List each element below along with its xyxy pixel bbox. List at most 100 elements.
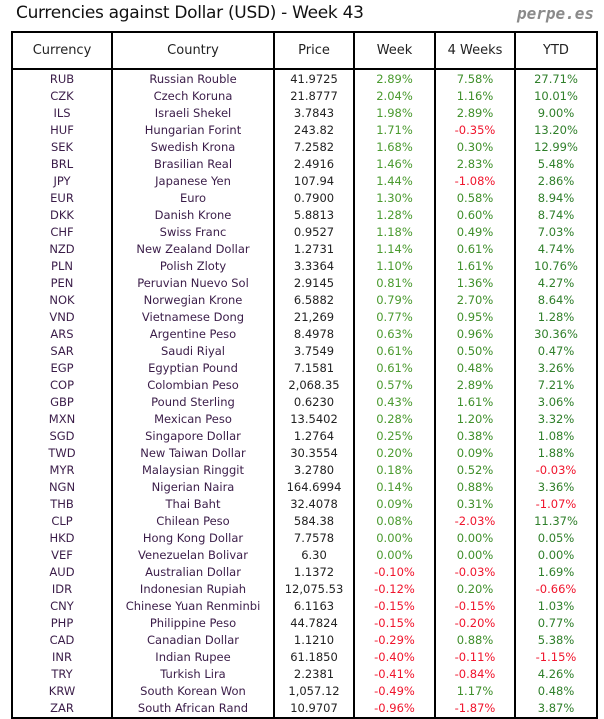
- cell-country: Saudi Riyal: [111, 343, 275, 360]
- cell-currency: VND: [11, 309, 113, 326]
- cell-week: 0.09%: [353, 496, 436, 513]
- cell-four-weeks: 0.52%: [434, 462, 516, 479]
- table-row: ZAR South African Rand 10.9707 -0.96% -1.87%…: [11, 700, 598, 718]
- cell-week: -0.41%: [353, 666, 436, 683]
- table-row: NZD New Zealand Dollar 1.2731 1.14% 0.61% 4.7…: [11, 241, 598, 258]
- cell-four-weeks: 0.88%: [434, 632, 516, 649]
- cell-week: 1.71%: [353, 122, 436, 139]
- cell-ytd: 4.74%: [514, 241, 598, 258]
- cell-four-weeks: 0.38%: [434, 428, 516, 445]
- cell-ytd: 0.00%: [514, 547, 598, 564]
- cell-currency: BRL: [11, 156, 113, 173]
- cell-price: 1.2731: [273, 241, 355, 258]
- table-row: CLP Chilean Peso 584.38 0.08% -2.03% 11.37%: [11, 513, 598, 530]
- cell-price: 0.6230: [273, 394, 355, 411]
- cell-four-weeks: -0.03%: [434, 564, 516, 581]
- cell-price: 8.4978: [273, 326, 355, 343]
- cell-currency: HUF: [11, 122, 113, 139]
- cell-price: 1.1210: [273, 632, 355, 649]
- cell-price: 41.9725: [273, 69, 355, 88]
- cell-price: 7.7578: [273, 530, 355, 547]
- table-row: THB Thai Baht 32.4078 0.09% 0.31% -1.07%: [11, 496, 598, 513]
- cell-price: 2.9145: [273, 275, 355, 292]
- cell-week: 1.28%: [353, 207, 436, 224]
- cell-four-weeks: 1.61%: [434, 394, 516, 411]
- cell-currency: NGN: [11, 479, 113, 496]
- cell-four-weeks: 0.96%: [434, 326, 516, 343]
- cell-price: 21,269: [273, 309, 355, 326]
- table-row: BRL Brasilian Real 2.4916 1.46% 2.83% 5.48%: [11, 156, 598, 173]
- cell-currency: DKK: [11, 207, 113, 224]
- table-row: SAR Saudi Riyal 3.7549 0.61% 0.50% 0.47%: [11, 343, 598, 360]
- cell-currency: CHF: [11, 224, 113, 241]
- header-ytd: YTD: [514, 31, 598, 70]
- cell-country: Nigerian Naira: [111, 479, 275, 496]
- cell-country: Chinese Yuan Renminbi: [111, 598, 275, 615]
- cell-four-weeks: 0.58%: [434, 190, 516, 207]
- table-row: TWD New Taiwan Dollar 30.3554 0.20% 0.09% 1.8…: [11, 445, 598, 462]
- cell-country: Peruvian Nuevo Sol: [111, 275, 275, 292]
- cell-price: 164.6994: [273, 479, 355, 496]
- cell-ytd: 1.69%: [514, 564, 598, 581]
- cell-currency: TRY: [11, 666, 113, 683]
- table-body: RUB Russian Rouble 41.9725 2.89% 7.58% 27.71%…: [11, 69, 598, 718]
- cell-week: 0.14%: [353, 479, 436, 496]
- cell-country: South African Rand: [111, 700, 275, 718]
- cell-ytd: 1.88%: [514, 445, 598, 462]
- table-row: TRY Turkish Lira 2.2381 -0.41% -0.84% 4.26%: [11, 666, 598, 683]
- cell-ytd: 3.26%: [514, 360, 598, 377]
- cell-ytd: 0.05%: [514, 530, 598, 547]
- cell-country: Swiss Franc: [111, 224, 275, 241]
- cell-price: 6.5882: [273, 292, 355, 309]
- cell-ytd: 3.87%: [514, 700, 598, 718]
- cell-four-weeks: -1.08%: [434, 173, 516, 190]
- cell-four-weeks: 0.95%: [434, 309, 516, 326]
- cell-price: 61.1850: [273, 649, 355, 666]
- cell-currency: MYR: [11, 462, 113, 479]
- cell-currency: SAR: [11, 343, 113, 360]
- cell-currency: RUB: [11, 69, 113, 88]
- currency-table: Currency Country Price Week 4 Weeks YTD …: [11, 31, 598, 719]
- cell-country: Mexican Peso: [111, 411, 275, 428]
- cell-price: 0.9527: [273, 224, 355, 241]
- cell-week: 1.46%: [353, 156, 436, 173]
- cell-week: -0.12%: [353, 581, 436, 598]
- cell-four-weeks: 0.00%: [434, 530, 516, 547]
- cell-currency: JPY: [11, 173, 113, 190]
- cell-country: Venezuelan Bolivar: [111, 547, 275, 564]
- cell-ytd: 10.01%: [514, 88, 598, 105]
- cell-currency: CNY: [11, 598, 113, 615]
- header-week: Week: [353, 31, 436, 70]
- table-row: DKK Danish Krone 5.8813 1.28% 0.60% 8.74%: [11, 207, 598, 224]
- cell-currency: EGP: [11, 360, 113, 377]
- cell-country: Indonesian Rupiah: [111, 581, 275, 598]
- cell-four-weeks: 2.89%: [434, 377, 516, 394]
- cell-four-weeks: 0.50%: [434, 343, 516, 360]
- table-row: PHP Philippine Peso 44.7824 -0.15% -0.20% 0.7…: [11, 615, 598, 632]
- cell-four-weeks: 2.89%: [434, 105, 516, 122]
- cell-country: Indian Rupee: [111, 649, 275, 666]
- cell-week: 0.81%: [353, 275, 436, 292]
- cell-country: Russian Rouble: [111, 69, 275, 88]
- table-row: PLN Polish Zloty 3.3364 1.10% 1.61% 10.76%: [11, 258, 598, 275]
- page-title: Currencies against Dollar (USD) - Week 4…: [16, 3, 364, 23]
- cell-four-weeks: 0.00%: [434, 547, 516, 564]
- cell-currency: EUR: [11, 190, 113, 207]
- cell-ytd: 0.48%: [514, 683, 598, 700]
- cell-ytd: 13.20%: [514, 122, 598, 139]
- cell-country: Singapore Dollar: [111, 428, 275, 445]
- cell-week: -0.29%: [353, 632, 436, 649]
- cell-currency: KRW: [11, 683, 113, 700]
- cell-week: 0.57%: [353, 377, 436, 394]
- cell-week: 1.68%: [353, 139, 436, 156]
- cell-four-weeks: 0.49%: [434, 224, 516, 241]
- table-row: INR Indian Rupee 61.1850 -0.40% -0.11% -1.15%: [11, 649, 598, 666]
- cell-price: 1.1372: [273, 564, 355, 581]
- cell-currency: ILS: [11, 105, 113, 122]
- cell-country: Turkish Lira: [111, 666, 275, 683]
- cell-currency: COP: [11, 377, 113, 394]
- header-country: Country: [111, 31, 275, 70]
- cell-ytd: 2.86%: [514, 173, 598, 190]
- cell-price: 6.30: [273, 547, 355, 564]
- cell-price: 107.94: [273, 173, 355, 190]
